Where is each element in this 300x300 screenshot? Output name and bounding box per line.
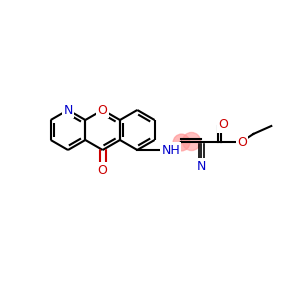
Text: O: O	[98, 103, 108, 116]
Text: N: N	[196, 160, 206, 172]
Text: O: O	[237, 136, 247, 148]
Text: O: O	[98, 164, 108, 176]
Text: O: O	[218, 118, 228, 131]
Text: NH: NH	[161, 143, 180, 157]
Text: N: N	[63, 103, 73, 116]
